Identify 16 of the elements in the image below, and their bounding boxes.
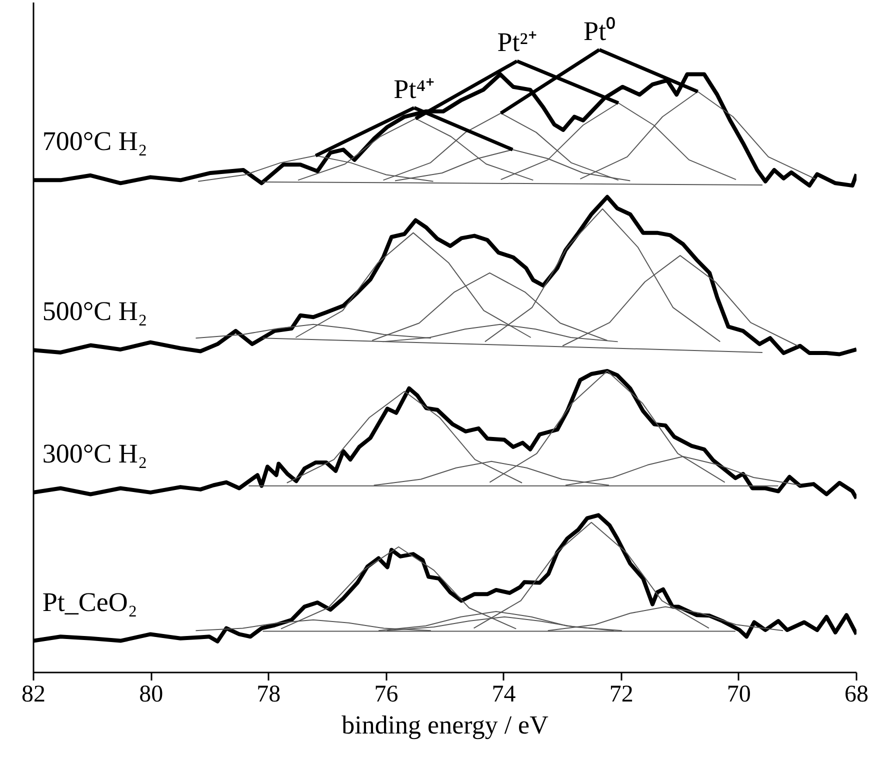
series-label: 300°C H₂ [42,438,148,469]
text: Pt⁴⁺ [394,74,435,104]
x-tick-label: 70 [726,682,751,708]
x-tick-label: 78 [256,682,281,708]
series-label: 700°C H₂ [42,126,148,156]
series-label: Pt_CeO₂ [42,586,138,617]
x-tick-label: 76 [374,682,398,708]
text: Pt²⁺ [497,27,537,58]
x-tick-label: 68 [844,682,868,708]
x-tick-label: 82 [22,682,46,708]
series-label: 500°C H₂ [42,296,148,326]
x-tick-label: 80 [139,682,164,708]
text: Pt⁰ [584,16,616,46]
x-tick-label: 72 [609,682,634,708]
x-tick-label: 74 [492,682,516,708]
x-axis-title: binding energy / eV [342,710,549,740]
